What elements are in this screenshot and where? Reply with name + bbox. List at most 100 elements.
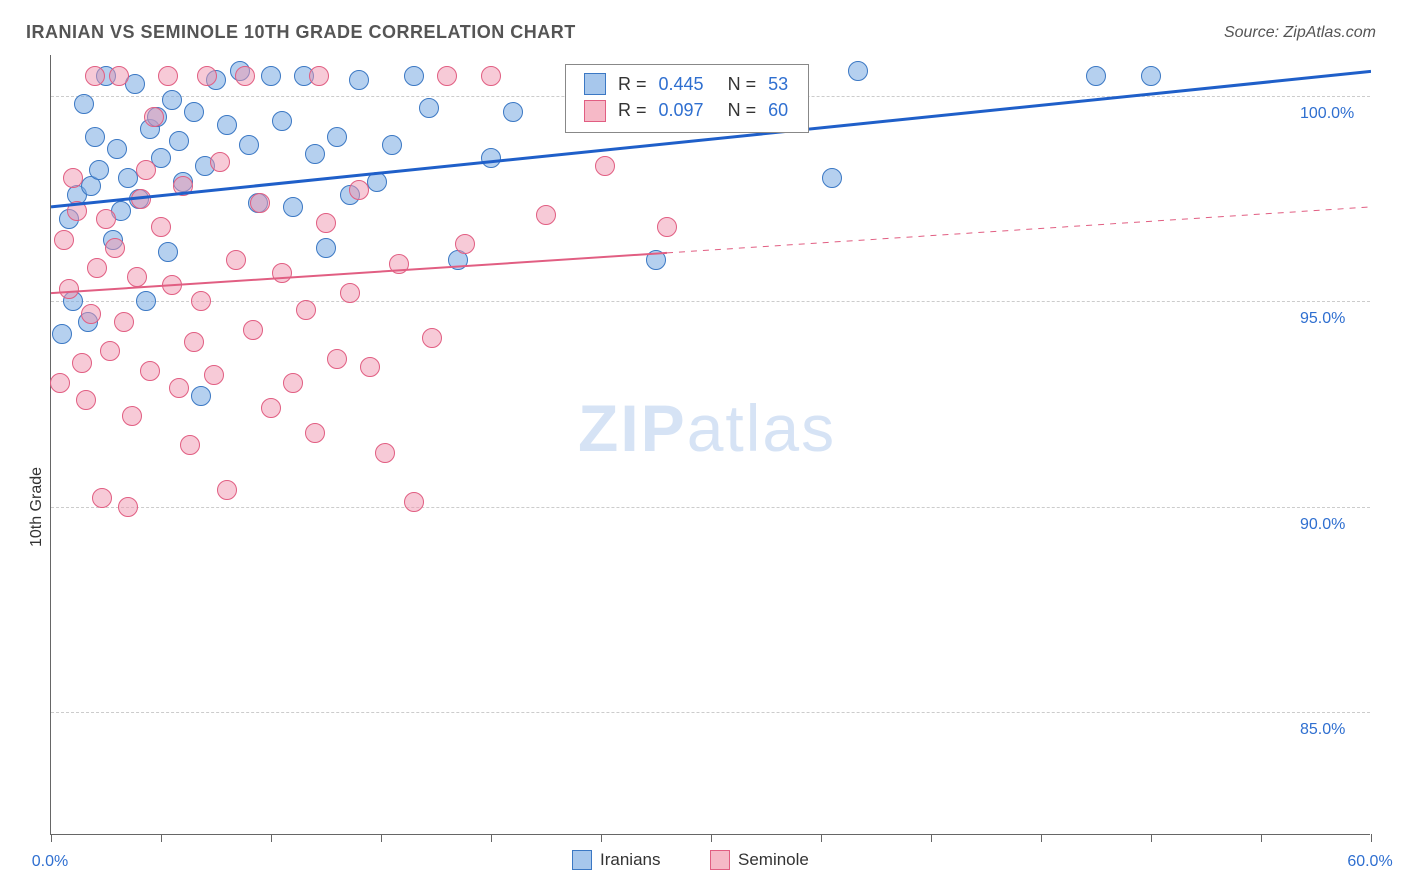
data-point xyxy=(109,66,129,86)
data-point xyxy=(360,357,380,377)
data-point xyxy=(848,61,868,81)
data-point xyxy=(305,144,325,164)
x-tick-label: 0.0% xyxy=(32,853,68,871)
data-point xyxy=(63,168,83,188)
y-tick-label: 95.0% xyxy=(1300,310,1345,328)
data-point xyxy=(54,230,74,250)
data-point xyxy=(114,312,134,332)
data-point xyxy=(367,172,387,192)
chart-title: IRANIAN VS SEMINOLE 10TH GRADE CORRELATI… xyxy=(26,22,576,43)
x-tick xyxy=(711,834,712,842)
x-tick xyxy=(381,834,382,842)
data-point xyxy=(100,341,120,361)
data-point xyxy=(389,254,409,274)
data-point xyxy=(158,242,178,262)
legend-swatch xyxy=(572,850,592,870)
data-point xyxy=(151,217,171,237)
series-legend-item: Seminole xyxy=(710,850,809,870)
data-point xyxy=(85,127,105,147)
data-point xyxy=(107,139,127,159)
legend-label: Seminole xyxy=(738,850,809,870)
data-point xyxy=(162,275,182,295)
data-point xyxy=(305,423,325,443)
data-point xyxy=(316,213,336,233)
data-point xyxy=(422,328,442,348)
data-point xyxy=(327,127,347,147)
data-point xyxy=(309,66,329,86)
legend-swatch xyxy=(584,100,606,122)
data-point xyxy=(1141,66,1161,86)
correlation-legend-box: R =0.445N =53R =0.097N =60 xyxy=(565,64,809,133)
data-point xyxy=(191,291,211,311)
data-point xyxy=(261,66,281,86)
data-point xyxy=(349,180,369,200)
data-point xyxy=(272,263,292,283)
trend-line-dashed xyxy=(667,207,1371,253)
data-point xyxy=(437,66,457,86)
data-point xyxy=(1086,66,1106,86)
y-tick-label: 100.0% xyxy=(1300,105,1354,123)
data-point xyxy=(217,115,237,135)
data-point xyxy=(136,160,156,180)
data-point xyxy=(140,361,160,381)
x-tick-label: 60.0% xyxy=(1347,853,1392,871)
data-point xyxy=(226,250,246,270)
data-point xyxy=(72,353,92,373)
data-point xyxy=(657,217,677,237)
data-point xyxy=(191,386,211,406)
gridline xyxy=(51,507,1370,508)
data-point xyxy=(162,90,182,110)
x-tick xyxy=(161,834,162,842)
data-point xyxy=(144,107,164,127)
data-point xyxy=(316,238,336,258)
data-point xyxy=(76,390,96,410)
data-point xyxy=(272,111,292,131)
data-point xyxy=(243,320,263,340)
data-point xyxy=(197,66,217,86)
data-point xyxy=(67,201,87,221)
data-point xyxy=(822,168,842,188)
legend-n-label: N = xyxy=(722,71,763,97)
data-point xyxy=(158,66,178,86)
data-point xyxy=(404,66,424,86)
data-point xyxy=(118,497,138,517)
data-point xyxy=(136,291,156,311)
source-label: Source: ZipAtlas.com xyxy=(1224,24,1376,42)
y-axis-title: 10th Grade xyxy=(28,467,46,547)
trend-lines xyxy=(51,55,1371,835)
plot-area xyxy=(50,55,1370,835)
legend-n-label: N = xyxy=(722,97,763,123)
series-legend-item: Iranians xyxy=(572,850,660,870)
data-point xyxy=(646,250,666,270)
data-point xyxy=(169,131,189,151)
data-point xyxy=(85,66,105,86)
data-point xyxy=(180,435,200,455)
data-point xyxy=(250,193,270,213)
y-tick-label: 90.0% xyxy=(1300,516,1345,534)
x-tick xyxy=(1151,834,1152,842)
data-point xyxy=(283,373,303,393)
data-point xyxy=(235,66,255,86)
x-tick xyxy=(1261,834,1262,842)
data-point xyxy=(74,94,94,114)
x-tick xyxy=(271,834,272,842)
x-tick xyxy=(1041,834,1042,842)
data-point xyxy=(89,160,109,180)
y-tick-label: 85.0% xyxy=(1300,721,1345,739)
x-tick xyxy=(1371,834,1372,842)
x-tick xyxy=(821,834,822,842)
legend-n-value: 53 xyxy=(762,71,794,97)
data-point xyxy=(184,332,204,352)
data-point xyxy=(455,234,475,254)
data-point xyxy=(131,189,151,209)
data-point xyxy=(217,480,237,500)
gridline xyxy=(51,301,1370,302)
data-point xyxy=(122,406,142,426)
legend-label: Iranians xyxy=(600,850,660,870)
data-point xyxy=(481,148,501,168)
data-point xyxy=(52,324,72,344)
data-point xyxy=(59,279,79,299)
data-point xyxy=(50,373,70,393)
legend-row: R =0.097N =60 xyxy=(578,97,794,123)
data-point xyxy=(239,135,259,155)
